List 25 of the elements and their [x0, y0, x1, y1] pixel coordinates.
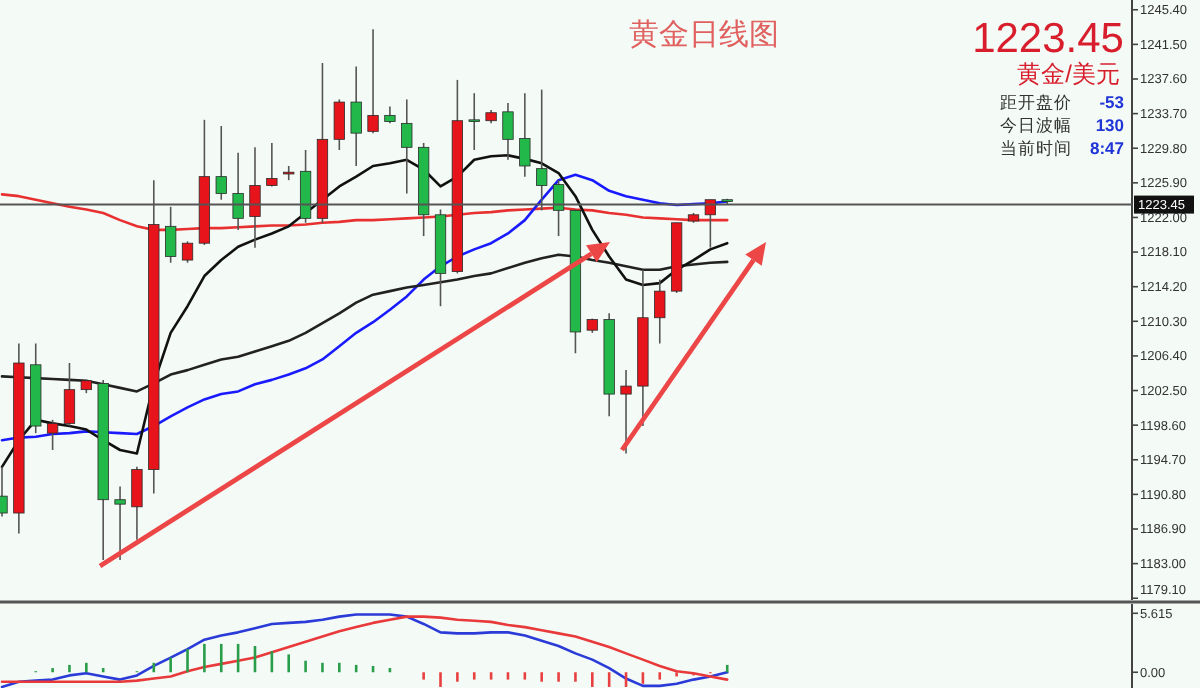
- candlestick: [367, 28, 379, 134]
- annotation: 今日波幅: [1000, 115, 1072, 135]
- candlestick: [502, 102, 514, 161]
- candlestick: [654, 278, 666, 345]
- candlestick: [215, 125, 227, 201]
- text: 黄金日线图: [629, 18, 779, 52]
- candlestick: [401, 98, 413, 195]
- annotation: 黄金/美元: [1017, 60, 1120, 88]
- candlestick: [46, 419, 59, 451]
- annotation: -53: [1099, 92, 1125, 112]
- candlestick: [266, 142, 278, 188]
- annotation: 1223.45: [972, 16, 1124, 62]
- annotation: 当前时间: [1000, 138, 1072, 158]
- candlestick: [181, 240, 194, 264]
- annotation: 130: [1095, 115, 1125, 135]
- annotation: 8:47: [1089, 138, 1125, 158]
- candlestick: [131, 466, 143, 541]
- annotation: 距开盘价: [1000, 92, 1072, 112]
- candlestick: [350, 65, 362, 167]
- candlestick: [333, 98, 345, 151]
- candlestick: [283, 165, 295, 181]
- candlestick: [620, 369, 632, 455]
- candlestick: [114, 485, 126, 561]
- candlestick: [519, 92, 531, 178]
- candlestick: [468, 92, 480, 151]
